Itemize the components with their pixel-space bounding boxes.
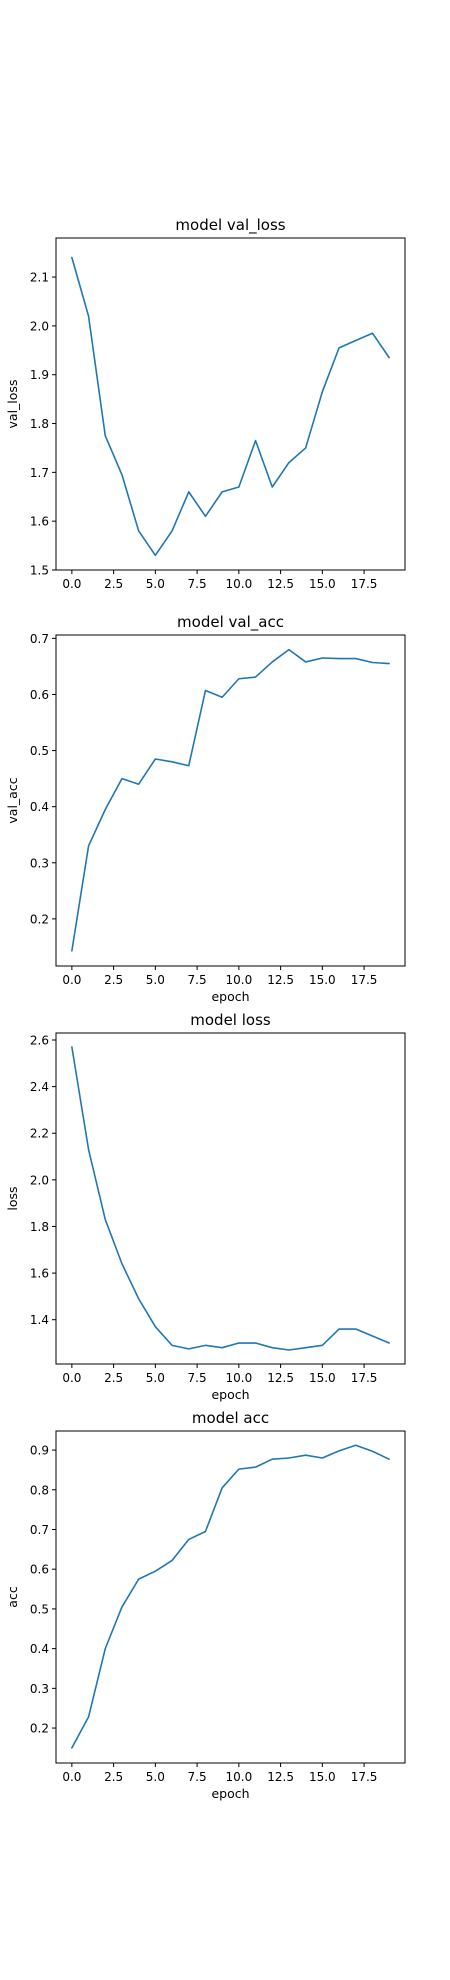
y-tick-label: 2.1: [30, 271, 49, 285]
axes-frame: [55, 634, 406, 967]
y-tick-label: 0.4: [30, 1642, 49, 1656]
x-tick-label: 0.0: [62, 577, 81, 591]
y-tick-label: 1.9: [30, 368, 49, 382]
x-axis-label: epoch: [211, 989, 249, 1004]
chart-title: model val_acc: [177, 613, 284, 632]
series-line: [71, 1046, 390, 1351]
x-tick-label: 10.0: [225, 973, 252, 987]
y-tick-label: 0.6: [30, 688, 49, 702]
x-tick-label: 15.0: [309, 577, 336, 591]
x-tick-label: 5.0: [146, 973, 165, 987]
x-tick-label: 17.5: [351, 1371, 378, 1385]
y-tick-label: 2.0: [30, 319, 49, 333]
x-tick-label: 12.5: [267, 1371, 294, 1385]
y-tick-label: 0.4: [30, 800, 49, 814]
x-tick-label: 7.5: [188, 1371, 207, 1385]
chart-panel-3: model acc 0.0 2.5 5.0 7.5 10.0 12.5 15.0 17.5 0.2…: [5, 1409, 406, 1801]
x-tick-label: 17.5: [351, 1770, 378, 1784]
x-tick-label: 2.5: [104, 577, 123, 591]
x-tick-label: 17.5: [351, 577, 378, 591]
x-tick-label: 5.0: [146, 1371, 165, 1385]
y-tick-label: 0.3: [30, 1682, 49, 1696]
x-tick-label: 0.0: [62, 1770, 81, 1784]
x-tick-label: 7.5: [188, 577, 207, 591]
x-axis-label: epoch: [211, 1786, 249, 1801]
y-tick-label: 1.8: [30, 417, 49, 431]
chart-title: model acc: [192, 1409, 269, 1427]
y-tick-label: 0.9: [30, 1444, 49, 1458]
x-tick-label: 5.0: [146, 577, 165, 591]
chart-panel-1: model val_acc 0.0 2.5 5.0 7.5 10.0 12.5 15.0 17.…: [5, 613, 406, 1004]
x-tick-label: 10.0: [225, 1371, 252, 1385]
x-tick-label: 17.5: [351, 973, 378, 987]
x-tick-label: 15.0: [309, 1371, 336, 1385]
y-tick-label: 2.2: [30, 1127, 49, 1141]
x-tick-label: 0.0: [62, 973, 81, 987]
y-tick-label: 1.5: [30, 564, 49, 578]
x-tick-label: 7.5: [188, 973, 207, 987]
y-axis-label: loss: [5, 1186, 20, 1210]
y-tick-label: 0.5: [30, 744, 49, 758]
y-tick-label: 0.7: [30, 632, 49, 646]
axes-frame: [55, 1430, 406, 1764]
y-tick-label: 1.6: [30, 1267, 49, 1281]
y-tick-label: 1.6: [30, 515, 49, 529]
y-tick-label: 0.8: [30, 1483, 49, 1497]
x-tick-label: 0.0: [62, 1371, 81, 1385]
x-tick-label: 10.0: [225, 577, 252, 591]
x-tick-label: 2.5: [104, 1371, 123, 1385]
y-tick-label: 1.7: [30, 466, 49, 480]
x-tick-label: 2.5: [104, 1770, 123, 1784]
x-tick-label: 15.0: [309, 973, 336, 987]
y-tick-label: 1.4: [30, 1313, 49, 1327]
x-tick-label: 12.5: [267, 973, 294, 987]
chart-panel-2: model loss 0.0 2.5 5.0 7.5 10.0 12.5 15.0 17.5 1.…: [5, 1011, 406, 1402]
chart-panel-0: model val_loss 0.0 2.5 5.0 7.5 10.0 12.5 15.0 17…: [5, 216, 406, 591]
series-line: [71, 648, 390, 952]
y-axis-label: val_loss: [5, 380, 20, 429]
x-tick-label: 15.0: [309, 1770, 336, 1784]
axes-frame: [55, 237, 406, 571]
y-tick-label: 1.8: [30, 1220, 49, 1234]
y-tick-label: 0.3: [30, 856, 49, 870]
chart-title: model loss: [190, 1011, 271, 1029]
y-tick-label: 2.0: [30, 1173, 49, 1187]
series-line: [71, 256, 390, 557]
x-tick-label: 12.5: [267, 577, 294, 591]
y-tick-label: 2.4: [30, 1080, 49, 1094]
chart-title: model val_loss: [175, 216, 285, 235]
y-tick-label: 0.2: [30, 912, 49, 926]
y-tick-label: 0.5: [30, 1602, 49, 1616]
y-tick-label: 0.6: [30, 1563, 49, 1577]
x-tick-label: 7.5: [188, 1770, 207, 1784]
axes-frame: [55, 1032, 406, 1365]
y-tick-label: 2.6: [30, 1033, 49, 1047]
y-axis-label: acc: [5, 1586, 20, 1608]
x-axis-label: epoch: [211, 1387, 249, 1402]
x-tick-label: 10.0: [225, 1770, 252, 1784]
x-tick-label: 2.5: [104, 973, 123, 987]
y-tick-label: 0.2: [30, 1722, 49, 1736]
y-axis-label: val_acc: [5, 777, 20, 823]
x-tick-label: 5.0: [146, 1770, 165, 1784]
y-tick-label: 0.7: [30, 1523, 49, 1537]
x-tick-label: 12.5: [267, 1770, 294, 1784]
series-line: [71, 1444, 390, 1749]
